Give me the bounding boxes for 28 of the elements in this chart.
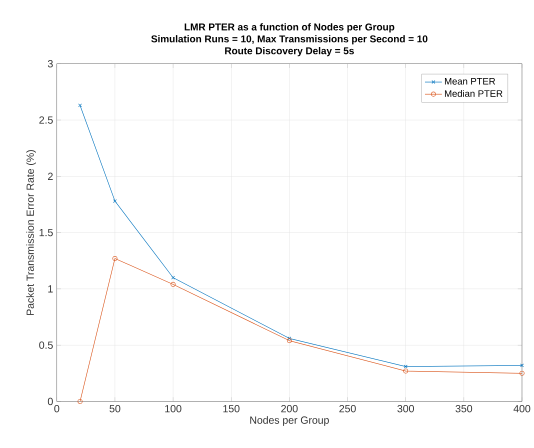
y-tick-label: 1.5 xyxy=(40,228,53,236)
x-tick-label: 400 xyxy=(514,404,530,412)
x-tick-label: 50 xyxy=(110,404,120,412)
chart-subtitle: Simulation Runs = 10, Max Transmissions per Second = 10 xyxy=(151,34,428,44)
x-tick-label: 0 xyxy=(54,404,60,412)
y-tick-label: 2.5 xyxy=(39,116,53,124)
point xyxy=(404,364,408,368)
x-tick-label: 350 xyxy=(456,404,472,412)
x-tick-label: 250 xyxy=(339,404,356,412)
legend-label: Mean PTER xyxy=(444,78,496,84)
point xyxy=(170,282,176,287)
y-tick-label: 2 xyxy=(48,172,53,180)
point xyxy=(403,368,408,374)
y-tick-label: 3 xyxy=(48,60,53,68)
point xyxy=(112,256,118,261)
legend-label: Median PTER xyxy=(444,90,502,97)
x-tick-label: 100 xyxy=(165,404,182,412)
y-tick-label: 1 xyxy=(48,285,53,292)
x-tick-label: 200 xyxy=(281,404,298,412)
x-tick-label: 300 xyxy=(397,404,414,412)
text: Route Discovery Delay = 5s xyxy=(225,46,354,56)
y-axis-title: Packet Transmission Error Rate (%) xyxy=(26,150,36,315)
x-tick-label: 150 xyxy=(223,404,240,412)
y-tick-label: 0 xyxy=(48,398,53,406)
chart-title: LMR PTER as a function of Nodes per Group xyxy=(184,23,394,32)
x-axis-title: Nodes per Group xyxy=(250,416,329,426)
y-tick-label: 0.5 xyxy=(39,341,53,349)
point xyxy=(286,338,292,344)
